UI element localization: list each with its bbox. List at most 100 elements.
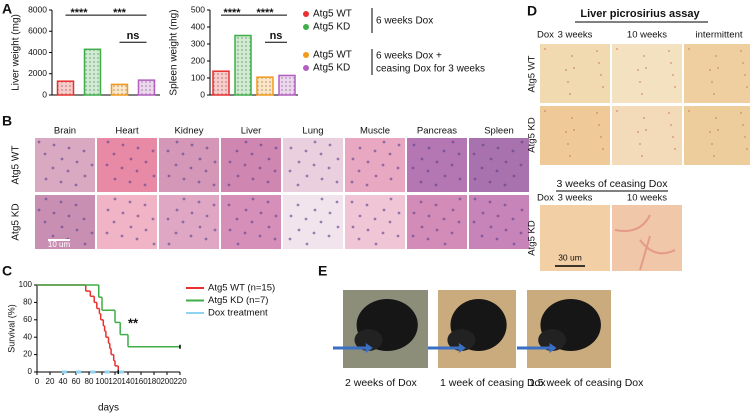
legend-text: Dox treatment <box>208 308 268 319</box>
bar-tint <box>213 71 229 95</box>
nucleus <box>426 237 430 241</box>
bar <box>110 83 129 96</box>
nucleus <box>512 242 516 246</box>
bar-tint <box>279 75 295 95</box>
y-tick-label: 0 <box>42 89 47 99</box>
stain-dot <box>596 50 598 52</box>
nucleus <box>419 180 423 184</box>
nucleus <box>105 163 109 167</box>
stain-dot <box>740 112 742 114</box>
nucleus <box>411 234 415 238</box>
legend-marker <box>303 11 309 17</box>
stain-dot <box>616 110 618 112</box>
nucleus <box>236 242 240 246</box>
bar-group <box>56 80 75 96</box>
nucleus <box>274 214 278 218</box>
legend-text: Atg5 WT (n=15) <box>208 283 275 294</box>
nucleus <box>297 228 301 232</box>
significance: **** <box>223 7 241 19</box>
x-tick-label: 120 <box>108 377 122 386</box>
y-tick-label: 300 <box>191 38 205 48</box>
column-title: 10 weeks <box>627 30 667 41</box>
stain-dot <box>569 155 571 157</box>
histology-image <box>345 195 405 249</box>
nucleus <box>121 143 125 147</box>
nucleus <box>365 183 369 187</box>
significance: **** <box>70 7 88 19</box>
nucleus <box>90 231 94 235</box>
nucleus <box>296 183 300 187</box>
nucleus <box>388 152 392 156</box>
stain-dot <box>567 81 569 83</box>
stain-image <box>612 205 682 271</box>
nucleus <box>197 200 201 204</box>
nucleus <box>75 228 79 232</box>
nucleus <box>250 152 254 156</box>
stain-dot <box>598 62 600 64</box>
stain-dot <box>637 69 639 71</box>
nucleus <box>182 197 186 201</box>
nucleus <box>166 217 170 221</box>
nucleus <box>366 160 370 164</box>
column-title: 3 weeks <box>558 30 593 41</box>
stain-dot <box>711 81 713 83</box>
nucleus <box>328 143 332 147</box>
legend-text: Atg5 KD <box>313 63 350 74</box>
bar-group <box>212 70 230 96</box>
legend-text: Atg5 WT <box>313 50 352 61</box>
nucleus <box>327 234 331 238</box>
nucleus <box>496 214 500 218</box>
stain-image <box>540 106 610 165</box>
nucleus <box>66 169 70 173</box>
nucleus <box>373 149 377 153</box>
stain-dot <box>668 50 670 52</box>
nucleus <box>458 177 462 181</box>
significance: ** <box>128 315 139 330</box>
nucleus <box>351 225 355 229</box>
histology-image <box>283 195 343 249</box>
rotated-label: Atg5 WT <box>527 55 538 92</box>
group-label: 6 weeks Dox + <box>376 51 442 62</box>
mouse-head <box>354 329 383 351</box>
nucleus <box>135 169 139 173</box>
bar <box>278 74 296 96</box>
bar-group <box>234 34 252 96</box>
stain-image <box>612 44 682 103</box>
nucleus <box>351 157 355 161</box>
bar <box>234 34 252 96</box>
mouse-photo <box>333 290 428 368</box>
column-title: Lung <box>302 126 323 137</box>
rotated-label: Atg5 KD <box>11 203 22 240</box>
nucleus <box>251 197 255 201</box>
nucleus <box>267 225 271 229</box>
nucleus <box>320 197 324 201</box>
y-tick-label: 400 <box>191 21 205 31</box>
nucleus <box>174 163 178 167</box>
stain-dot <box>600 136 602 138</box>
y-tick-label: 20 <box>23 350 32 359</box>
panel-letter: A <box>2 1 12 17</box>
stain-dot <box>711 143 713 145</box>
y-tick-label: 100 <box>191 72 205 82</box>
stain-dot <box>573 67 575 69</box>
nucleus <box>273 237 277 241</box>
column-title: Liver <box>241 126 262 137</box>
significance: ns <box>270 30 283 42</box>
nucleus <box>151 217 155 221</box>
column-title: 10 weeks <box>627 193 667 204</box>
nucleus <box>374 174 378 178</box>
nucleus <box>113 177 117 181</box>
nucleus <box>512 174 516 178</box>
histology-image <box>407 138 467 192</box>
arrow-head <box>458 343 466 353</box>
nucleus <box>397 211 401 215</box>
y-tick-label: 60 <box>23 315 32 324</box>
nucleus <box>266 200 270 204</box>
nucleus <box>106 140 110 144</box>
nucleus <box>504 160 508 164</box>
stain-dot <box>717 129 719 131</box>
stain-dot <box>544 48 546 50</box>
stain-dot <box>672 74 674 76</box>
nucleus <box>43 220 47 224</box>
nucleus <box>143 183 147 187</box>
